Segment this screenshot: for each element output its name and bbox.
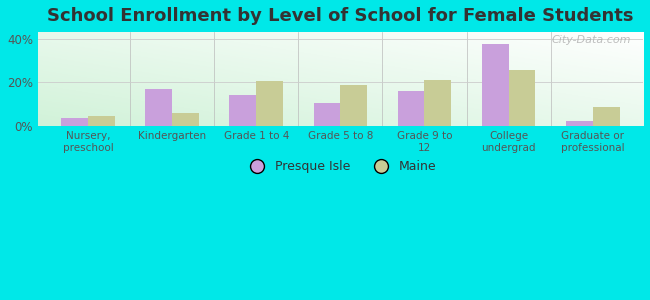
Bar [146,89,172,126]
Bar [566,121,593,126]
Bar [508,70,536,126]
Bar [229,95,256,126]
Title: School Enrollment by Level of School for Female Students: School Enrollment by Level of School for… [47,7,634,25]
Bar [593,107,619,126]
Text: City-Data.com: City-Data.com [551,35,631,45]
Legend: Presque Isle, Maine: Presque Isle, Maine [240,155,441,178]
Bar [88,116,115,126]
Bar [313,103,341,126]
Bar [398,91,424,126]
Bar [341,85,367,126]
Bar [424,80,451,126]
Bar [256,81,283,126]
Bar [61,118,88,126]
Bar [482,44,508,126]
Bar [172,113,199,126]
